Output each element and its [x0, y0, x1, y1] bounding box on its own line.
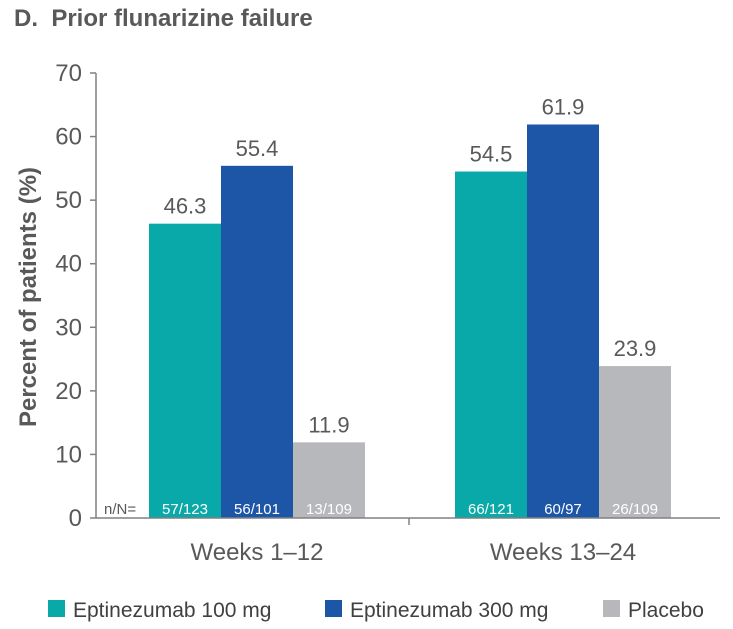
y-axis-ticks: 0 10 20 30 40 50 60 70	[55, 60, 96, 532]
chart-title: D. Prior flunarizine failure	[14, 5, 313, 32]
bar-value-label: 23.9	[614, 336, 657, 361]
bar-n-label: 60/97	[544, 501, 582, 518]
axes	[95, 73, 720, 525]
legend-swatch	[48, 600, 65, 617]
y-tick-label: 50	[55, 187, 82, 214]
bar-n-label: 66/121	[468, 501, 514, 518]
legend-label: Eptinezumab 100 mg	[73, 599, 271, 622]
legend-swatch	[325, 600, 342, 617]
legend-label: Eptinezumab 300 mg	[350, 599, 548, 622]
bars	[149, 124, 671, 519]
bar-value-label: 54.5	[470, 142, 513, 167]
nn-label: n/N=	[104, 501, 136, 518]
value-labels: 46.3 57/123 55.4 56/101 11.9 13/109 54.5 66/121…	[162, 94, 658, 518]
bar	[149, 223, 221, 518]
legend-swatch	[603, 600, 620, 617]
bar-n-label: 56/101	[234, 501, 280, 518]
bar-value-label: 46.3	[164, 194, 207, 219]
bar	[527, 124, 599, 518]
y-tick-label: 0	[69, 505, 82, 532]
bar-value-label: 55.4	[236, 136, 279, 161]
y-tick-label: 30	[55, 314, 82, 341]
y-tick-label: 20	[55, 378, 82, 405]
x-category-label: Weeks 13–24	[490, 539, 636, 566]
bar	[455, 171, 527, 519]
bar-n-label: 13/109	[306, 501, 352, 518]
bar	[293, 442, 365, 518]
legend: Eptinezumab 100 mg Eptinezumab 300 mg Plac…	[48, 599, 704, 622]
y-axis-label: Percent of patients (%)	[15, 167, 42, 427]
legend-label: Placebo	[628, 599, 704, 622]
y-tick-label: 70	[55, 60, 82, 87]
bar-n-label: 26/109	[612, 501, 658, 518]
y-tick-label: 60	[55, 124, 82, 151]
bar-value-label: 11.9	[308, 412, 349, 437]
y-tick-label: 10	[55, 441, 82, 468]
bar	[221, 165, 293, 519]
x-category-label: Weeks 1–12	[191, 539, 324, 566]
category-labels: Weeks 1–12 Weeks 13–24	[191, 539, 637, 566]
y-tick-label: 40	[55, 251, 82, 278]
bar	[599, 366, 671, 518]
bar-n-label: 57/123	[162, 501, 208, 518]
bar-value-label: 61.9	[542, 94, 585, 119]
